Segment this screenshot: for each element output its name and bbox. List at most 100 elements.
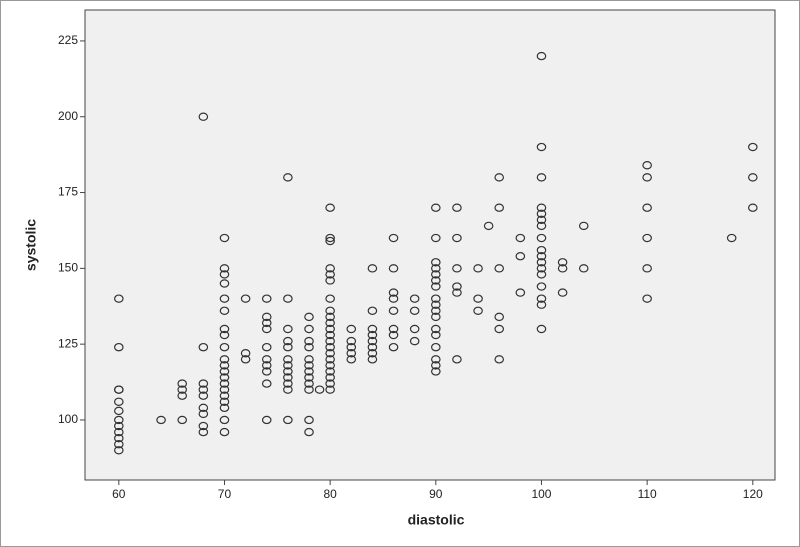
point	[219, 379, 230, 388]
point	[325, 342, 335, 352]
point	[177, 415, 188, 425]
point	[515, 288, 526, 297]
point	[198, 409, 209, 419]
point	[431, 276, 441, 285]
point	[177, 379, 188, 388]
point	[431, 342, 441, 352]
point	[431, 233, 441, 243]
point	[431, 312, 441, 322]
point	[283, 361, 293, 370]
y-axis-title: systolic	[23, 219, 39, 271]
point	[304, 312, 314, 322]
point	[452, 264, 462, 273]
point	[431, 258, 441, 267]
point	[473, 306, 483, 315]
point	[473, 294, 483, 303]
point	[261, 312, 272, 322]
point	[642, 161, 652, 170]
point	[304, 427, 314, 437]
point	[261, 324, 272, 334]
x-axis-title: diastolic	[408, 512, 465, 528]
point	[388, 306, 399, 315]
point	[346, 336, 357, 346]
point	[346, 349, 357, 358]
point	[283, 415, 293, 425]
point	[261, 361, 272, 370]
point	[325, 336, 335, 346]
point	[367, 349, 378, 358]
point	[283, 324, 293, 334]
point	[367, 342, 378, 352]
point	[536, 270, 547, 279]
point	[388, 233, 399, 243]
y-tick-label: 175	[58, 185, 78, 199]
point	[367, 306, 378, 315]
point	[346, 342, 357, 352]
point	[431, 203, 441, 212]
point	[748, 142, 758, 152]
point	[431, 264, 441, 273]
point	[557, 264, 568, 273]
point	[325, 373, 335, 382]
point	[346, 355, 357, 364]
point	[261, 379, 272, 388]
point	[114, 415, 124, 425]
point	[325, 294, 335, 303]
point	[578, 221, 589, 231]
point	[409, 324, 420, 334]
point	[114, 397, 124, 406]
point	[346, 324, 357, 334]
point	[283, 385, 293, 394]
point	[219, 342, 230, 352]
point	[283, 336, 293, 346]
point	[325, 318, 335, 328]
point	[431, 367, 441, 376]
x-tick-label: 120	[743, 487, 763, 501]
point	[198, 391, 209, 400]
point	[536, 173, 547, 182]
point	[219, 294, 230, 303]
point	[642, 294, 652, 303]
point	[304, 336, 314, 346]
point	[325, 324, 335, 334]
point	[409, 306, 420, 315]
point	[325, 203, 335, 212]
point	[536, 300, 547, 309]
point	[261, 342, 272, 352]
point	[452, 203, 462, 212]
point	[325, 379, 335, 388]
point	[431, 330, 441, 340]
point	[304, 379, 314, 388]
point	[304, 373, 314, 382]
point	[304, 361, 314, 370]
point	[431, 324, 441, 334]
point	[219, 427, 230, 437]
point	[431, 282, 441, 291]
point	[388, 324, 399, 334]
point	[494, 264, 505, 273]
point	[177, 385, 188, 394]
point	[494, 355, 505, 364]
point	[325, 270, 335, 279]
point	[431, 294, 441, 303]
point	[219, 385, 230, 394]
point	[642, 233, 652, 243]
point	[283, 367, 293, 376]
point	[494, 173, 505, 182]
point	[219, 306, 230, 315]
point	[304, 415, 314, 425]
point	[261, 367, 272, 376]
point	[304, 324, 314, 334]
point	[304, 367, 314, 376]
point	[325, 236, 335, 246]
point	[325, 312, 335, 322]
point	[388, 330, 399, 340]
point	[367, 264, 378, 273]
point	[367, 330, 378, 340]
point	[114, 433, 124, 443]
point	[536, 264, 547, 273]
point	[726, 233, 737, 243]
point	[388, 264, 399, 273]
point	[219, 415, 230, 425]
